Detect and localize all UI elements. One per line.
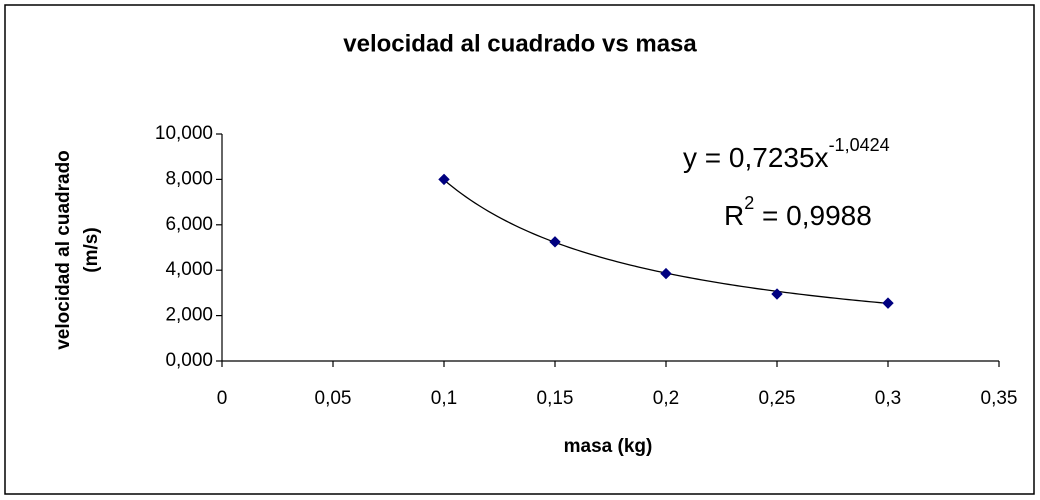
x-tick-label: 0,35: [981, 388, 1018, 409]
r-squared-value: = 0,9988: [754, 200, 872, 231]
equation-text: y = 0,7235x: [683, 142, 829, 173]
equation-exponent: -1,0424: [829, 135, 890, 155]
x-tick-label: 0,15: [537, 388, 574, 409]
x-axis-title: masa (kg): [564, 436, 653, 457]
y-tick-label: 8,000: [165, 168, 213, 189]
data-point: [882, 297, 894, 309]
r-squared-text: R: [724, 200, 744, 231]
data-point: [549, 236, 561, 248]
r-squared-exponent: 2: [744, 193, 754, 213]
y-tick-label: 4,000: [165, 259, 213, 280]
chart-title: velocidad al cuadrado vs masa: [343, 30, 697, 57]
y-tick-label: 2,000: [165, 305, 213, 326]
y-axis-title-line: velocidad al cuadrado: [53, 150, 74, 350]
data-point: [660, 267, 672, 280]
chart-border: [4, 4, 1035, 495]
x-tick-label: 0: [217, 388, 228, 409]
r-squared: R2 = 0,9988: [724, 193, 872, 232]
data-point: [438, 173, 450, 186]
y-tick-label: 6,000: [165, 214, 213, 235]
y-tick-label: 10,000: [155, 123, 213, 144]
y-axis-title: velocidad al cuadrado (m/s): [53, 150, 102, 350]
y-axis-title-line: (m/s): [81, 227, 102, 272]
trend-equation: y = 0,7235x-1,0424: [683, 135, 890, 174]
x-tick-label: 0,2: [653, 388, 679, 409]
x-tick-label: 0,25: [759, 388, 796, 409]
x-tick-label: 0,3: [875, 388, 901, 409]
data-point: [771, 288, 783, 300]
x-tick-label: 0,1: [431, 388, 457, 409]
y-tick-label: 0,000: [165, 350, 213, 371]
x-tick-label: 0,05: [315, 388, 352, 409]
